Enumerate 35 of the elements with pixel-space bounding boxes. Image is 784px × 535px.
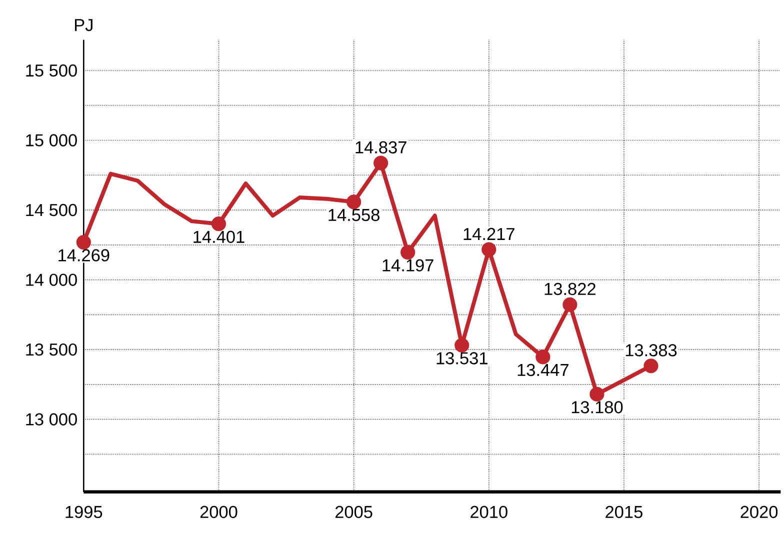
point [590, 387, 604, 402]
y-tick-label: 15 500 [26, 64, 77, 77]
data-label: 14.269 [58, 249, 110, 262]
x-tick-label: 1995 [66, 506, 102, 518]
point [454, 338, 470, 353]
data-label: 14.197 [382, 259, 434, 272]
point [400, 245, 416, 260]
data-label: 14.837 [356, 141, 406, 154]
data-label: 14.558 [328, 208, 380, 222]
point [346, 194, 362, 210]
data-label: 13.822 [544, 283, 596, 296]
data-label: 13.447 [518, 364, 568, 376]
point [76, 235, 91, 250]
y-tick-label: 15 000 [26, 134, 77, 147]
point [644, 358, 658, 374]
y-tick-label: 14 000 [26, 274, 77, 286]
point [482, 242, 496, 257]
x-tick-label: 2015 [606, 506, 642, 518]
data-label: 13.531 [436, 352, 488, 365]
x-tick-label: 2010 [470, 506, 508, 518]
x-tick-label: 2000 [200, 506, 238, 518]
y-tick-label: 14 500 [26, 204, 77, 216]
data-label: 14.217 [464, 228, 514, 240]
x-tick-label: 2020 [740, 506, 778, 518]
y-axis-title: PJ [74, 19, 92, 32]
data-label: 14.401 [194, 230, 244, 244]
x-tick-label: 2005 [335, 506, 372, 518]
point [374, 156, 388, 170]
point [562, 297, 578, 312]
data-label: 13.383 [626, 344, 677, 356]
y-tick-label: 13 500 [26, 344, 77, 356]
point [536, 350, 550, 364]
y-tick-label: 13 000 [26, 413, 77, 426]
data-label: 13.180 [572, 401, 623, 414]
point [211, 216, 226, 232]
